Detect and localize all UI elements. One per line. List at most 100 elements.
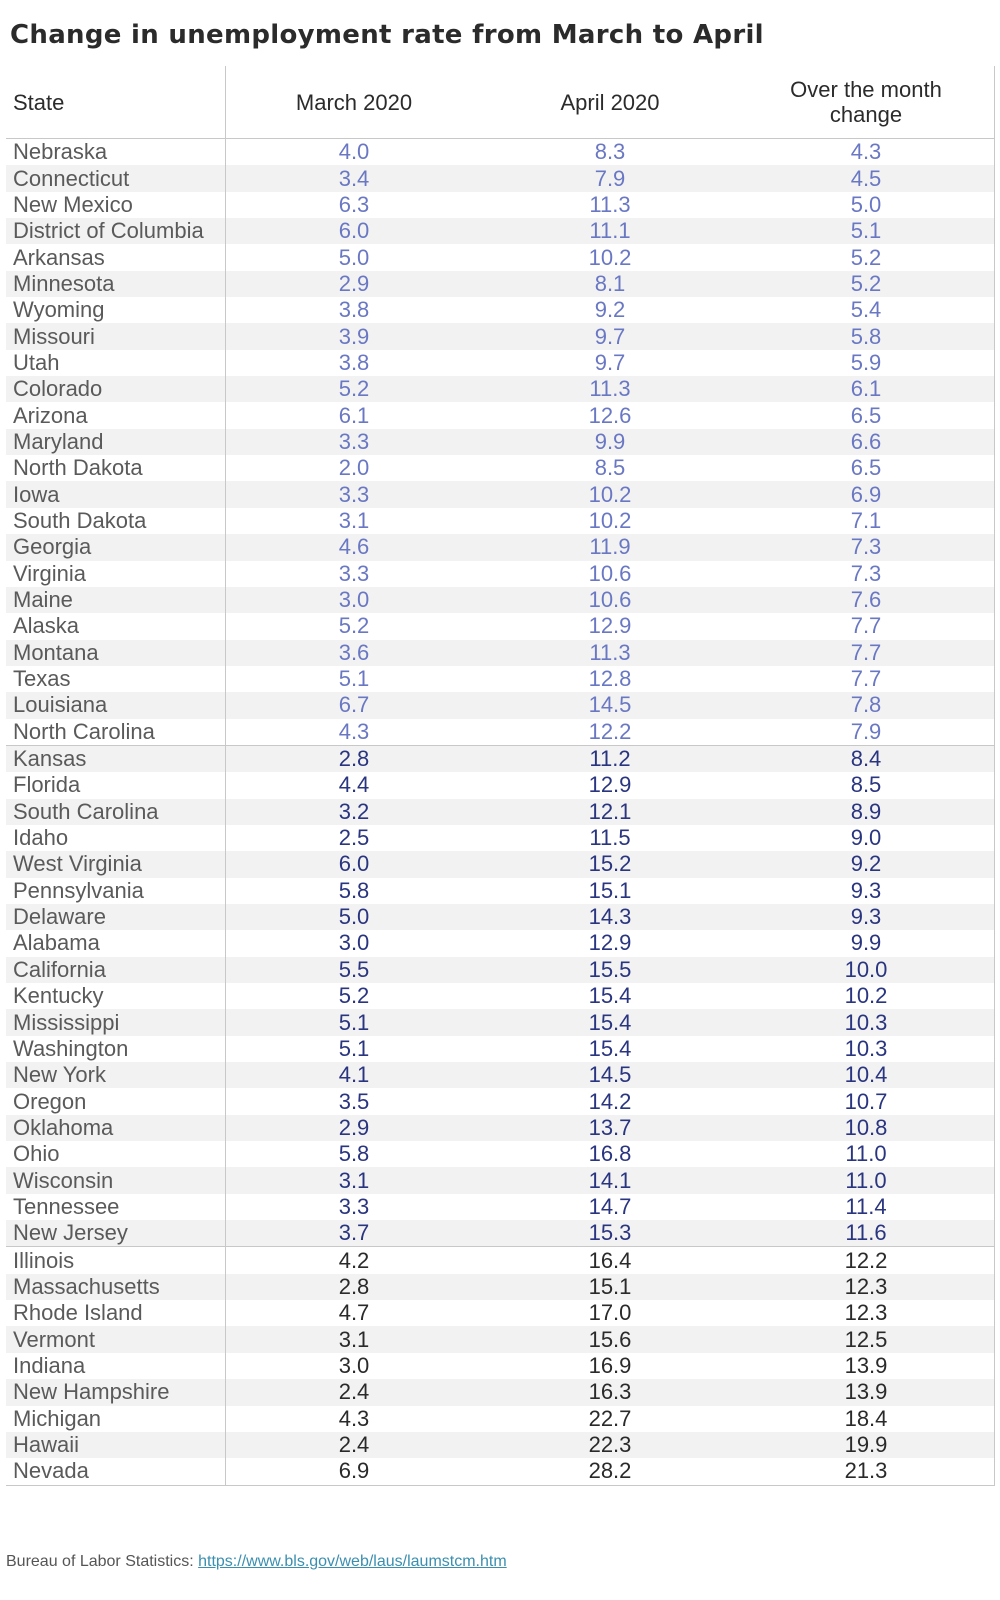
march-2020-cell: 5.1 — [338, 666, 370, 692]
source-link[interactable]: https://www.bls.gov/web/laus/laumstcm.ht… — [198, 1553, 507, 1570]
state-cell: South Dakota — [6, 507, 226, 535]
april-2020-cell: 14.2 — [588, 1088, 632, 1114]
state-cell: Iowa — [6, 481, 226, 508]
april-2020-cell: 12.9 — [588, 772, 632, 798]
change-cell: 6.6 — [850, 428, 882, 454]
table-row: Kansas 2.8 11.2 8.4 — [6, 744, 994, 773]
april-2020-cell: 10.2 — [588, 481, 632, 507]
state-cell: Kansas — [6, 745, 226, 773]
april-2020-cell: 8.1 — [594, 270, 626, 296]
april-2020-cell: 15.5 — [588, 956, 632, 982]
change-cell: 12.2 — [844, 1247, 888, 1273]
change-cell: 9.0 — [850, 825, 882, 851]
table-row: West Virginia 6.0 15.2 9.2 — [6, 851, 994, 878]
table-row: Wisconsin 3.1 14.1 11.0 — [6, 1167, 994, 1194]
table-row: Nevada 6.9 28.2 21.3 — [6, 1458, 994, 1485]
state-cell: Indiana — [6, 1352, 226, 1380]
april-2020-cell: 14.5 — [588, 1062, 632, 1088]
table-row: North Dakota 2.0 8.5 6.5 — [6, 455, 994, 482]
change-cell: 7.7 — [850, 613, 882, 639]
change-cell: 12.3 — [844, 1273, 888, 1299]
change-cell: 10.2 — [844, 983, 888, 1009]
march-2020-cell: 4.6 — [338, 534, 370, 560]
april-2020-cell: 12.9 — [588, 613, 632, 639]
april-2020-cell: 10.2 — [588, 507, 632, 533]
march-2020-cell: 3.3 — [338, 560, 370, 586]
change-cell: 10.8 — [844, 1114, 888, 1140]
source-label: Bureau of Labor Statistics: — [6, 1553, 199, 1570]
change-cell: 6.5 — [850, 455, 882, 481]
table-row: New York 4.1 14.5 10.4 — [6, 1062, 994, 1089]
change-cell: 9.2 — [850, 851, 882, 877]
state-cell: Louisiana — [6, 692, 226, 719]
table-row: Washington 5.1 15.4 10.3 — [6, 1035, 994, 1063]
change-cell: 7.7 — [850, 666, 882, 692]
table-row: Colorado 5.2 11.3 6.1 — [6, 376, 994, 403]
state-cell: District of Columbia — [6, 218, 226, 245]
april-2020-cell: 14.5 — [588, 692, 632, 718]
march-2020-cell: 2.9 — [338, 1114, 370, 1140]
change-cell: 13.9 — [844, 1379, 888, 1405]
march-2020-cell: 2.9 — [338, 270, 370, 296]
state-cell: Montana — [6, 639, 226, 666]
state-cell: Idaho — [6, 824, 226, 852]
table-row: New Hampshire 2.4 16.3 13.9 — [6, 1379, 994, 1406]
march-2020-cell: 6.9 — [338, 1458, 370, 1484]
april-2020-cell: 9.7 — [594, 323, 626, 349]
march-2020-cell: 2.4 — [338, 1432, 370, 1458]
state-cell: Connecticut — [6, 165, 226, 192]
april-2020-cell: 15.1 — [588, 1273, 632, 1299]
april-2020-cell: 10.6 — [588, 587, 632, 613]
april-2020-cell: 8.3 — [594, 139, 626, 165]
change-cell: 12.5 — [844, 1326, 888, 1352]
change-cell: 5.0 — [850, 191, 882, 217]
state-cell: Georgia — [6, 534, 226, 561]
change-cell: 8.5 — [850, 772, 882, 798]
change-cell: 9.9 — [850, 930, 882, 956]
march-2020-cell: 2.5 — [338, 825, 370, 851]
april-2020-cell: 16.9 — [588, 1352, 632, 1378]
table-row: New Jersey 3.7 15.3 11.6 — [6, 1220, 994, 1247]
table-body: Nebraska 4.0 8.3 4.3 Connecticut 3.4 7.9 4.5 New… — [6, 139, 994, 1485]
march-2020-cell: 3.6 — [338, 639, 370, 665]
change-cell: 7.3 — [850, 560, 882, 586]
march-2020-cell: 3.1 — [338, 507, 370, 533]
april-2020-cell: 7.9 — [594, 165, 626, 191]
change-cell: 11.6 — [845, 1220, 887, 1246]
table-row: District of Columbia 6.0 11.1 5.1 — [6, 218, 994, 245]
change-cell: 6.5 — [850, 402, 882, 428]
table-row: Alabama 3.0 12.9 9.9 — [6, 930, 994, 957]
change-cell: 5.9 — [850, 349, 882, 375]
april-2020-cell: 11.5 — [589, 825, 631, 851]
table-row: Arkansas 5.0 10.2 5.2 — [6, 244, 994, 271]
change-cell: 6.1 — [850, 376, 882, 402]
april-2020-cell: 15.4 — [588, 983, 632, 1009]
april-2020-cell: 16.3 — [588, 1379, 632, 1405]
march-2020-cell: 5.2 — [338, 983, 370, 1009]
april-2020-cell: 11.9 — [589, 534, 631, 560]
header-march-2020: March 2020 — [295, 89, 413, 115]
table-row: Illinois 4.2 16.4 12.2 — [6, 1246, 994, 1274]
table-row: Louisiana 6.7 14.5 7.8 — [6, 692, 994, 719]
state-cell: Ohio — [6, 1141, 226, 1168]
table-row: Delaware 5.0 14.3 9.3 — [6, 903, 994, 931]
source-footer: Bureau of Labor Statistics: https://www.… — [6, 1553, 507, 1571]
change-cell: 10.3 — [844, 1035, 888, 1061]
change-cell: 11.0 — [845, 1141, 887, 1167]
change-cell: 5.2 — [850, 244, 882, 270]
state-cell: Delaware — [6, 903, 226, 931]
table-row: Florida 4.4 12.9 8.5 — [6, 772, 994, 799]
table-row: Oregon 3.5 14.2 10.7 — [6, 1088, 994, 1115]
change-cell: 10.4 — [844, 1062, 888, 1088]
table-row: Massachusetts 2.8 15.1 12.3 — [6, 1273, 994, 1301]
march-2020-cell: 3.8 — [338, 349, 370, 375]
april-2020-cell: 22.3 — [588, 1432, 632, 1458]
state-cell: Arkansas — [6, 244, 226, 271]
table-row: Missouri 3.9 9.7 5.8 — [6, 323, 994, 350]
change-cell: 7.8 — [850, 692, 882, 718]
state-cell: Hawaii — [6, 1431, 226, 1459]
change-cell: 9.3 — [850, 904, 882, 930]
state-cell: Nebraska — [6, 139, 226, 166]
march-2020-cell: 5.0 — [338, 244, 370, 270]
change-cell: 5.8 — [850, 323, 882, 349]
